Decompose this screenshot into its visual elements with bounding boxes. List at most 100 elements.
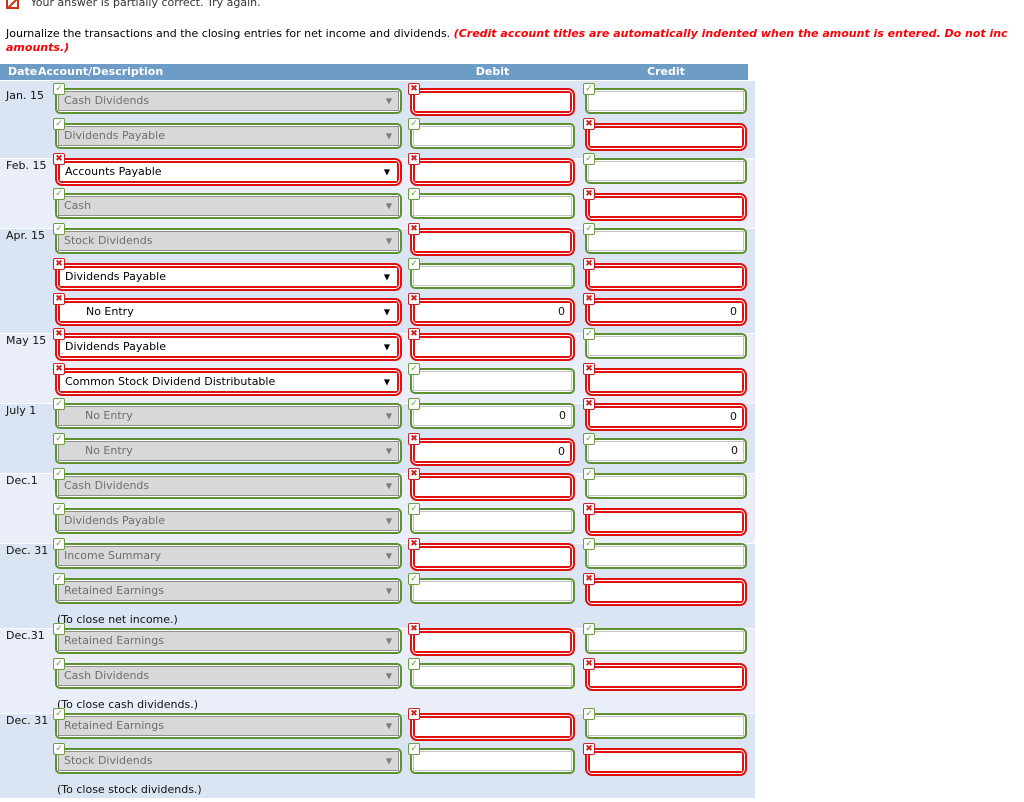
journal-block: Dec.31 ✓ Retained Earnings ▼ ✖ ✓ ✓ Cash Dividen… <box>0 623 755 713</box>
credit-input[interactable]: ✖ <box>583 503 747 536</box>
debit-input: ✓ <box>408 188 575 219</box>
debit-input[interactable]: ✖ <box>408 623 575 656</box>
account-select: ✓ Income Summary ▼ <box>53 538 402 569</box>
debit-value <box>415 718 570 736</box>
debit-input[interactable]: ✖ <box>408 223 575 256</box>
account-select: ✓ No Entry ▼ <box>53 398 402 429</box>
credit-input[interactable]: ✖ <box>583 118 747 151</box>
credit-input[interactable]: ✖ <box>583 658 747 691</box>
journal-row: Apr. 15 ✓ Stock Dividends ▼ ✖ ✓ <box>0 223 755 263</box>
correct-icon: ✓ <box>583 223 595 235</box>
wrong-icon: ✖ <box>583 658 595 670</box>
wrong-icon: ✖ <box>583 188 595 200</box>
account-select: ✓ Dividends Payable ▼ <box>53 503 402 534</box>
credit-value <box>590 373 742 391</box>
account-select-value: No Entry <box>60 303 397 321</box>
credit-input: ✓ <box>583 223 747 254</box>
chevron-down-icon: ▼ <box>385 636 392 646</box>
correct-icon: ✓ <box>408 743 420 755</box>
wrong-icon: ✖ <box>583 503 595 515</box>
credit-value <box>590 513 742 531</box>
account-select: ✓ Dividends Payable ▼ <box>53 118 402 149</box>
debit-input[interactable]: ✖ <box>408 708 575 741</box>
entry-date: Dec. 31 <box>6 544 49 557</box>
chevron-down-icon: ▼ <box>385 586 392 596</box>
debit-value: 0 <box>415 443 570 461</box>
debit-input[interactable]: ✖ <box>408 83 575 116</box>
credit-input[interactable]: ✖ <box>583 363 747 396</box>
debit-value <box>413 371 572 391</box>
debit-input[interactable]: ✖ <box>408 468 575 501</box>
credit-input[interactable]: ✖ <box>583 258 747 291</box>
journal-row: ✓ Dividends Payable ▼ ✓ ✖ <box>0 118 755 158</box>
correct-icon: ✓ <box>53 188 65 200</box>
account-select: ✓ Stock Dividends ▼ <box>53 223 402 254</box>
credit-input[interactable]: ✖ <box>583 743 747 776</box>
debit-value <box>415 633 570 651</box>
account-select-value: Stock Dividends <box>58 751 399 771</box>
journal-row: ✓ Cash ▼ ✓ ✖ <box>0 188 755 228</box>
chevron-down-icon: ▼ <box>383 342 390 352</box>
account-select[interactable]: ✖ Dividends Payable ▼ <box>53 328 402 361</box>
partially-correct-icon <box>6 0 19 9</box>
wrong-icon: ✖ <box>583 118 595 130</box>
correct-icon: ✓ <box>53 398 65 410</box>
entry-date: Dec.1 <box>6 474 38 487</box>
correct-icon: ✓ <box>53 573 65 585</box>
correct-icon: ✓ <box>53 433 65 445</box>
wrong-icon: ✖ <box>408 293 420 305</box>
account-select: ✓ Cash Dividends ▼ <box>53 83 402 114</box>
correct-icon: ✓ <box>408 658 420 670</box>
journal-block: Dec. 31 ✓ Income Summary ▼ ✖ ✓ ✓ Retained Earni… <box>0 538 755 628</box>
wrong-icon: ✖ <box>408 468 420 480</box>
account-select[interactable]: ✖ No Entry ▼ <box>53 293 402 326</box>
account-select[interactable]: ✖ Accounts Payable ▼ <box>53 153 402 186</box>
entry-date: Dec. 31 <box>6 714 49 727</box>
correct-icon: ✓ <box>583 433 595 445</box>
debit-value <box>415 478 570 496</box>
journal-row: ✓ Stock Dividends ▼ ✓ ✖ <box>0 743 755 783</box>
credit-input[interactable]: ✖ <box>583 188 747 221</box>
entry-date: Apr. 15 <box>6 229 46 242</box>
debit-input[interactable]: ✖ 0 <box>408 293 575 326</box>
entry-note: (To close cash dividends.) <box>57 698 199 711</box>
chevron-down-icon: ▼ <box>383 167 390 177</box>
debit-input[interactable]: ✖ <box>408 328 575 361</box>
debit-input[interactable]: ✖ 0 <box>408 433 575 466</box>
journal-block: Apr. 15 ✓ Stock Dividends ▼ ✖ ✓ ✖ Dividends Pay… <box>0 223 755 333</box>
debit-input: ✓ <box>408 503 575 534</box>
chevron-down-icon: ▼ <box>385 481 392 491</box>
credit-input: ✓ <box>583 328 747 359</box>
debit-input[interactable]: ✖ <box>408 153 575 186</box>
correct-icon: ✓ <box>53 538 65 550</box>
debit-value <box>413 666 572 686</box>
debit-value <box>413 266 572 286</box>
account-select-value: Retained Earnings <box>58 581 399 601</box>
journal-blocks: Jan. 15 ✓ Cash Dividends ▼ ✖ ✓ ✓ Dividends Paya… <box>0 80 755 798</box>
correct-icon: ✓ <box>53 223 65 235</box>
debit-input[interactable]: ✖ <box>408 538 575 571</box>
debit-value <box>413 126 572 146</box>
credit-value <box>588 476 744 496</box>
account-select[interactable]: ✖ Dividends Payable ▼ <box>53 258 402 291</box>
correct-icon: ✓ <box>583 83 595 95</box>
credit-input[interactable]: ✖ 0 <box>583 398 747 431</box>
entry-note: (To close stock dividends.) <box>57 783 202 796</box>
account-select: ✓ No Entry ▼ <box>53 433 402 464</box>
account-select-value: Cash Dividends <box>58 91 399 111</box>
entry-date: Dec.31 <box>6 629 45 642</box>
wrong-icon: ✖ <box>408 153 420 165</box>
wrong-icon: ✖ <box>53 153 65 165</box>
wrong-icon: ✖ <box>583 743 595 755</box>
correct-icon: ✓ <box>583 468 595 480</box>
journal-row: ✖ Dividends Payable ▼ ✓ ✖ <box>0 258 755 298</box>
header-date: Date <box>8 65 38 78</box>
account-select[interactable]: ✖ Common Stock Dividend Distributable ▼ <box>53 363 402 396</box>
credit-input[interactable]: ✖ 0 <box>583 293 747 326</box>
credit-input[interactable]: ✖ <box>583 573 747 606</box>
chevron-down-icon: ▼ <box>385 411 392 421</box>
debit-value <box>415 93 570 111</box>
journal-row: ✖ Common Stock Dividend Distributable ▼ ✓ ✖ <box>0 363 755 403</box>
feedback-text: Your answer is partially correct. Try ag… <box>30 0 261 9</box>
wrong-icon: ✖ <box>53 363 65 375</box>
